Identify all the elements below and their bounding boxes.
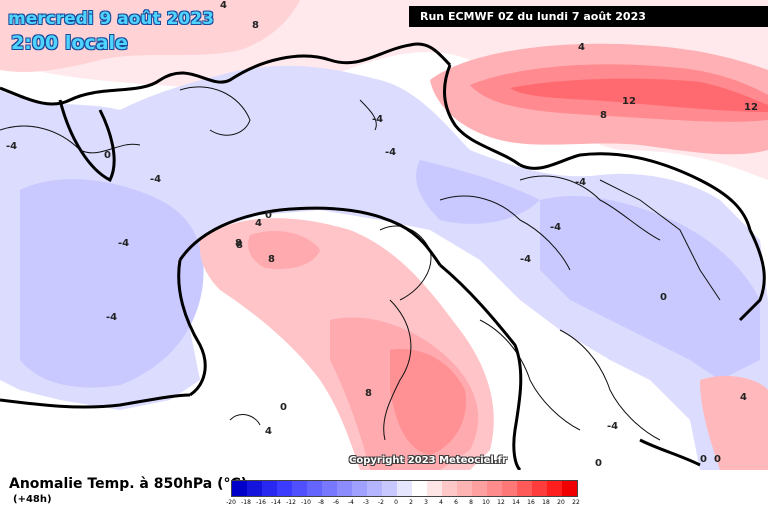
contour-value-label: -4 — [118, 238, 129, 249]
forecast-date: mercredi 9 août 2023 — [8, 9, 214, 29]
scale-swatch — [547, 481, 562, 496]
scale-label: 20 — [557, 499, 565, 506]
lead-time: (+48h) — [13, 494, 52, 505]
contour-value-label: -4 — [385, 147, 396, 158]
contour-value-label: 4 — [578, 42, 585, 53]
contour-value-label: 8 — [252, 20, 259, 31]
contour-value-label: 8 — [268, 254, 275, 265]
scale-swatch — [442, 481, 457, 496]
contour-value-label: 8 — [600, 110, 607, 121]
contour-value-label: 8 — [236, 240, 243, 251]
contour-value-label: 0 — [595, 458, 602, 469]
scale-swatch — [427, 481, 442, 496]
scale-label: 3 — [424, 499, 428, 506]
contour-value-label: -4 — [550, 222, 561, 233]
scale-label: -12 — [286, 499, 296, 506]
scale-swatch — [307, 481, 322, 496]
scale-swatch — [397, 481, 412, 496]
scale-swatch — [502, 481, 517, 496]
contour-value-label: 4 — [255, 218, 262, 229]
contour-value-label: 0 — [280, 402, 287, 413]
scale-swatch — [562, 481, 577, 496]
weather-map: 4 8 0 -4 -4 -4 -4 0 4 8 8 8 4 12 12 8 -4 -4 -4 0 0 4 -4 0 0 8 -4 -4… — [0, 0, 768, 470]
scale-swatch — [412, 481, 427, 496]
contour-value-label: -4 — [520, 254, 531, 265]
scale-swatch — [532, 481, 547, 496]
contour-value-label: 4 — [220, 0, 227, 11]
scale-label: -4 — [348, 499, 354, 506]
field-title: Anomalie Temp. à 850hPa (°C) — [9, 476, 248, 492]
scale-swatch — [382, 481, 397, 496]
scale-label: 14 — [512, 499, 520, 506]
scale-swatch — [322, 481, 337, 496]
scale-swatch — [487, 481, 502, 496]
contour-value-label: 12 — [622, 96, 636, 107]
scale-swatch — [232, 481, 247, 496]
contour-value-label: 8 — [235, 238, 242, 249]
scale-label: 12 — [497, 499, 505, 506]
scale-label: 2 — [409, 499, 413, 506]
scale-swatch — [472, 481, 487, 496]
scale-label: -16 — [256, 499, 266, 506]
scale-swatch — [262, 481, 277, 496]
scale-label: 4 — [439, 499, 443, 506]
forecast-time: 2:00 locale — [11, 32, 128, 54]
scale-swatch — [277, 481, 292, 496]
scale-swatch — [337, 481, 352, 496]
model-run-banner: Run ECMWF 0Z du lundi 7 août 2023 — [409, 6, 768, 27]
scale-label: 8 — [469, 499, 473, 506]
scale-label: 16 — [527, 499, 535, 506]
scale-label: -3 — [363, 499, 369, 506]
scale-label: -6 — [333, 499, 339, 506]
scale-label: 18 — [542, 499, 550, 506]
scale-label: 10 — [482, 499, 490, 506]
contour-value-label: 12 — [744, 102, 758, 113]
scale-swatch — [367, 481, 382, 496]
contour-value-label: 8 — [365, 388, 372, 399]
scale-swatch — [292, 481, 307, 496]
scale-swatch — [247, 481, 262, 496]
contour-value-label: 0 — [714, 454, 721, 465]
scale-label: 22 — [572, 499, 580, 506]
copyright-notice: Copyright 2023 Meteociel.fr — [349, 455, 507, 466]
contour-value-label: 0 — [104, 150, 111, 161]
contour-value-label: -4 — [106, 312, 117, 323]
scale-swatch — [457, 481, 472, 496]
contour-value-label: 0 — [660, 292, 667, 303]
scale-swatch — [517, 481, 532, 496]
scale-label: 0 — [394, 499, 398, 506]
contour-value-label: 0 — [700, 454, 707, 465]
scale-label: -8 — [318, 499, 324, 506]
contour-value-label: -4 — [575, 177, 586, 188]
contour-value-label: 4 — [740, 392, 747, 403]
contour-value-label: -4 — [372, 114, 383, 125]
scale-swatch — [352, 481, 367, 496]
contour-value-label: -4 — [150, 174, 161, 185]
contour-value-label: 4 — [265, 426, 272, 437]
contour-value-label: 0 — [265, 210, 272, 221]
contour-value-label: -4 — [607, 421, 618, 432]
scale-label: -14 — [271, 499, 281, 506]
color-scale — [231, 480, 578, 497]
scale-label: -2 — [378, 499, 384, 506]
scale-label: 6 — [454, 499, 458, 506]
scale-label: -10 — [301, 499, 311, 506]
scale-label: -18 — [241, 499, 251, 506]
contour-value-label: -4 — [6, 141, 17, 152]
scale-label: -20 — [226, 499, 236, 506]
